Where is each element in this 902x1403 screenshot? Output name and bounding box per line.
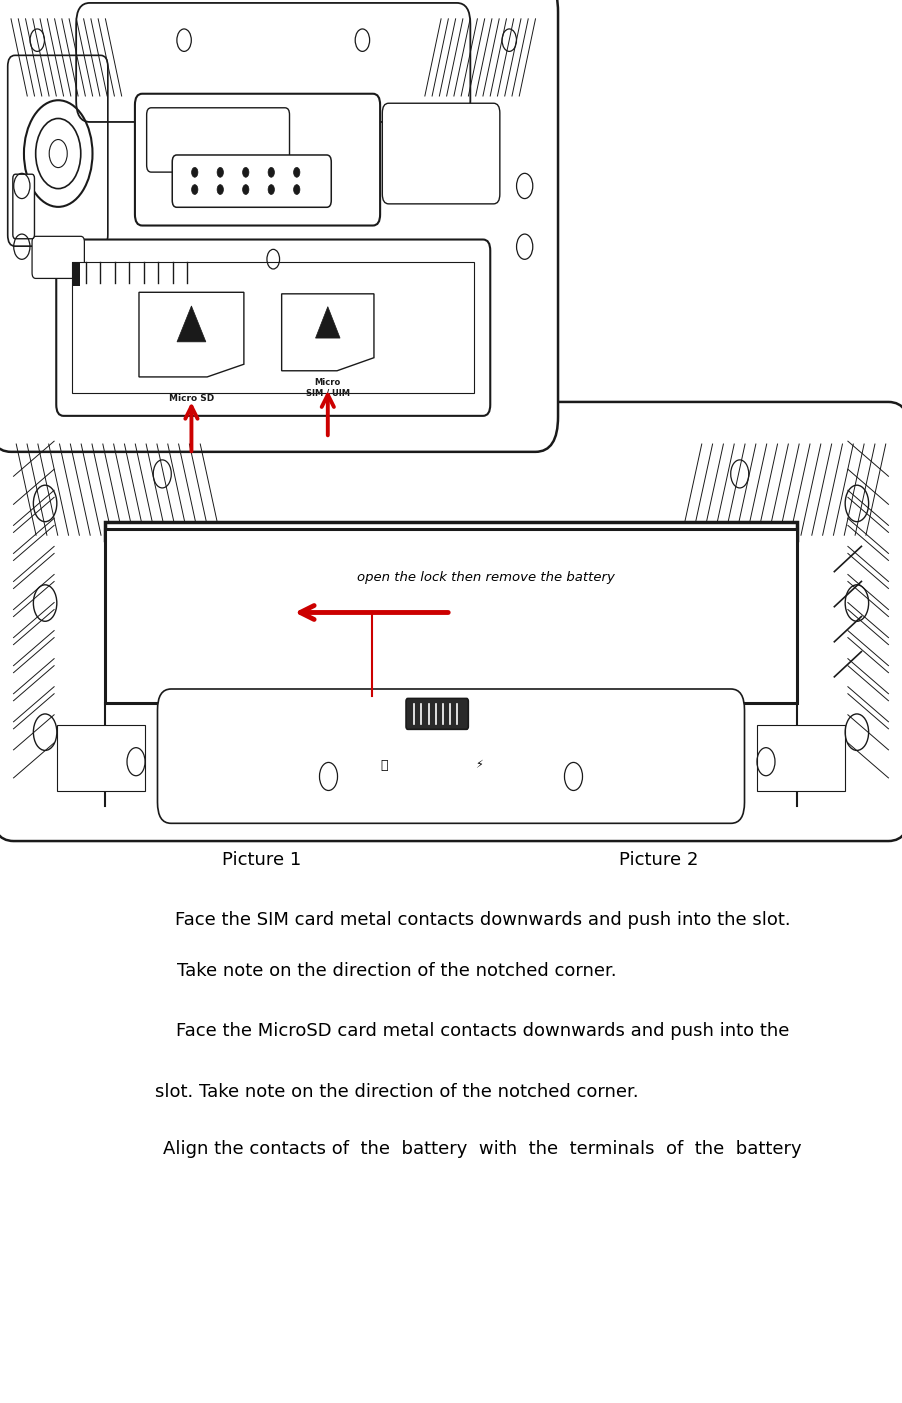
Text: Micro SD: Micro SD	[169, 394, 214, 403]
Text: Align the contacts of  the  battery  with  the  terminals  of  the  battery: Align the contacts of the battery with t…	[163, 1141, 802, 1157]
FancyBboxPatch shape	[406, 699, 468, 730]
Polygon shape	[139, 292, 244, 377]
Circle shape	[191, 185, 198, 195]
Bar	[758, 725, 844, 791]
FancyBboxPatch shape	[13, 174, 34, 239]
Text: Micro
SIM / UIM: Micro SIM / UIM	[306, 377, 350, 397]
Bar	[106, 529, 796, 703]
FancyBboxPatch shape	[147, 108, 290, 173]
Bar	[72, 262, 79, 286]
Circle shape	[293, 185, 299, 195]
Bar	[106, 522, 796, 540]
Polygon shape	[316, 307, 340, 338]
Text: ⚡: ⚡	[475, 760, 483, 770]
FancyBboxPatch shape	[135, 94, 380, 226]
FancyBboxPatch shape	[56, 240, 491, 415]
Text: slot. Take note on the direction of the notched corner.: slot. Take note on the direction of the …	[155, 1083, 639, 1100]
FancyBboxPatch shape	[158, 689, 744, 824]
FancyBboxPatch shape	[0, 401, 902, 840]
Text: Face the MicroSD card metal contacts downwards and push into the: Face the MicroSD card metal contacts dow…	[176, 1023, 789, 1040]
Bar	[408, 702, 466, 727]
Circle shape	[191, 167, 198, 177]
Text: 🎧: 🎧	[380, 759, 388, 772]
FancyBboxPatch shape	[172, 154, 331, 208]
Bar	[2, 1, 540, 428]
Circle shape	[243, 185, 249, 195]
Bar	[72, 262, 474, 393]
Circle shape	[243, 167, 249, 177]
Text: Take note on the direction of the notched corner.: Take note on the direction of the notche…	[177, 962, 617, 979]
Circle shape	[268, 185, 274, 195]
FancyBboxPatch shape	[382, 104, 500, 203]
Polygon shape	[281, 293, 374, 370]
FancyBboxPatch shape	[76, 3, 470, 122]
Text: Picture 1: Picture 1	[222, 852, 301, 868]
Circle shape	[217, 167, 224, 177]
FancyBboxPatch shape	[32, 236, 85, 278]
Text: Picture 2: Picture 2	[619, 852, 698, 868]
Text: Face the SIM card metal contacts downwards and push into the slot.: Face the SIM card metal contacts downwar…	[175, 912, 790, 929]
Bar	[58, 725, 144, 791]
Circle shape	[268, 167, 274, 177]
Polygon shape	[177, 306, 206, 342]
Circle shape	[293, 167, 299, 177]
FancyBboxPatch shape	[0, 0, 558, 452]
Circle shape	[217, 185, 224, 195]
Text: open the lock then remove the battery: open the lock then remove the battery	[356, 571, 614, 584]
